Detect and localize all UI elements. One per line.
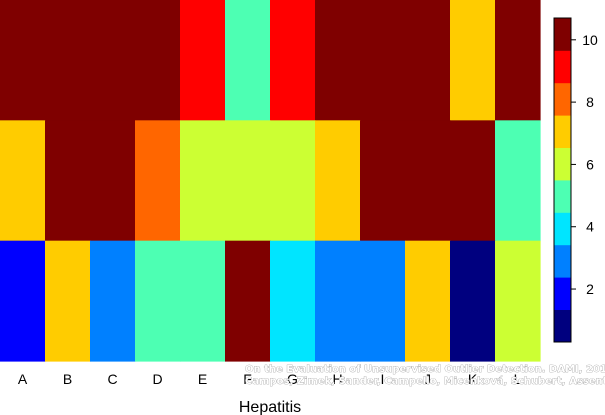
- credit-line-1: On the Evaluation of Unsupervised Outlie…: [245, 364, 605, 375]
- legend-tick-label: 10: [582, 32, 598, 48]
- heatmap-cell: [495, 120, 541, 242]
- heatmap-cell: [450, 120, 496, 242]
- heatmap-cell: [225, 240, 271, 362]
- heatmap-cell: [360, 0, 406, 121]
- legend-swatch: [554, 147, 571, 181]
- legend-swatch: [554, 244, 571, 278]
- heatmap-cell: [360, 240, 406, 362]
- heatmap-cell: [90, 0, 136, 121]
- heatmap-cell: [90, 120, 136, 242]
- x-axis-label: Hepatitis: [239, 399, 301, 415]
- heatmap-cell: [270, 0, 316, 121]
- heatmap-cell: [315, 240, 361, 362]
- heatmap-cell: [0, 0, 46, 121]
- heatmap-cell: [450, 240, 496, 362]
- legend-swatch: [554, 277, 571, 310]
- x-tick-label: L: [514, 371, 522, 387]
- credit-line-2: Campos, Zimek, Sander, Campello, Micenko…: [245, 375, 605, 387]
- x-tick-label: E: [198, 371, 207, 387]
- heatmap-cell: [180, 0, 226, 121]
- x-tick-label: H: [332, 371, 342, 387]
- heatmap-cell: [0, 240, 46, 362]
- heatmap-cells: [0, 0, 541, 362]
- heatmap-cell: [45, 120, 91, 242]
- x-tick-label: D: [152, 371, 162, 387]
- legend-swatch: [554, 50, 571, 84]
- x-tick-label: B: [63, 371, 72, 387]
- legend-swatch: [554, 18, 571, 51]
- heatmap-cell: [180, 120, 226, 242]
- x-tick-label: I: [381, 371, 385, 387]
- x-tick-label: J: [424, 371, 431, 387]
- heatmap-cell: [270, 120, 316, 242]
- heatmap-cell: [405, 120, 451, 242]
- heatmap-cell: [135, 0, 181, 121]
- legend-swatch: [554, 212, 571, 246]
- x-tick-label: G: [287, 371, 298, 387]
- heatmap-cell: [405, 240, 451, 362]
- heatmap-cell: [0, 120, 46, 242]
- legend-tick-label: 6: [586, 156, 594, 172]
- heatmap-cell: [90, 240, 136, 362]
- x-tick-label: F: [243, 371, 252, 387]
- heatmap-cell: [45, 0, 91, 121]
- heatmap-cell: [450, 0, 496, 121]
- legend-tick-label: 2: [586, 281, 594, 297]
- heatmap-cell: [315, 120, 361, 242]
- heatmap-cell: [495, 240, 541, 362]
- heatmap-cell: [135, 240, 181, 362]
- heatmap-cell: [45, 240, 91, 362]
- legend-swatch: [554, 180, 571, 213]
- color-legend: 2 4 6 8 10: [553, 17, 598, 343]
- heatmap-cell: [315, 0, 361, 121]
- heatmap-cell: [180, 240, 226, 362]
- legend-swatch: [554, 115, 571, 148]
- x-tick-label: K: [468, 371, 478, 387]
- legend-swatch: [554, 309, 571, 343]
- heatmap-cell: [270, 240, 316, 362]
- legend-tick-label: 4: [586, 219, 594, 235]
- legend-swatch: [554, 82, 571, 116]
- heatmap-cell: [225, 0, 271, 121]
- heatmap-cell: [495, 0, 541, 121]
- x-axis-ticks: A B C D E F G H I J K L: [18, 371, 522, 387]
- heatmap-cell: [405, 0, 451, 121]
- heatmap-cell: [225, 120, 271, 242]
- legend-tick-label: 8: [586, 94, 594, 110]
- heatmap-cell: [360, 120, 406, 242]
- x-tick-label: A: [18, 371, 28, 387]
- legend-border: [553, 17, 572, 343]
- x-tick-label: C: [107, 371, 117, 387]
- heatmap-cell: [135, 120, 181, 242]
